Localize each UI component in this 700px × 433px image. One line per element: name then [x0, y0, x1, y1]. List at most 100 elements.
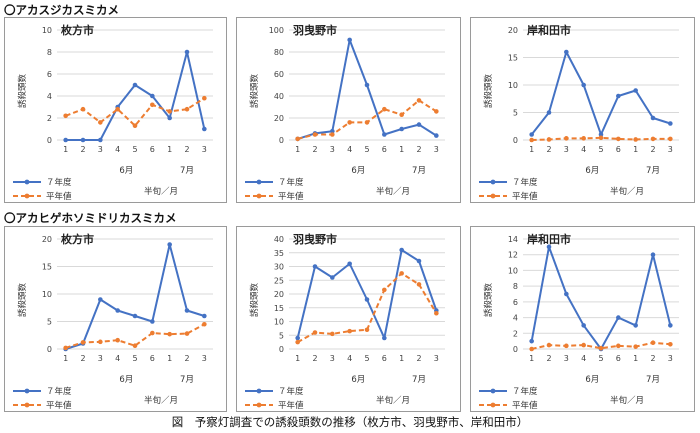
data-point	[616, 93, 621, 99]
data-point	[668, 323, 673, 328]
x-tick-label: 1	[633, 354, 638, 363]
y-tick-label: 30	[274, 263, 284, 272]
data-point	[564, 49, 569, 55]
month-label: 6月	[351, 166, 365, 176]
data-point	[581, 342, 586, 348]
y-tick-label: 14	[508, 235, 518, 244]
legend-label: ７年度	[278, 177, 304, 188]
y-tick-label: 10	[274, 318, 284, 327]
x-tick-label: 4	[347, 145, 352, 154]
series-line-2	[65, 97, 205, 127]
y-axis-title: 誘殺頭数	[17, 74, 28, 109]
y-tick-label: 12	[508, 251, 518, 260]
section-title-1: 〇アカスジカスミカメ	[4, 3, 119, 17]
x-axis-title: 半旬／月	[610, 395, 644, 406]
data-point	[564, 291, 569, 297]
data-point	[202, 95, 207, 101]
x-tick-label: 2	[416, 145, 421, 154]
data-point	[184, 331, 190, 336]
data-point	[115, 337, 120, 343]
legend-label: ７年度	[512, 386, 538, 397]
data-point	[616, 315, 621, 320]
y-axis-title: 誘殺頭数	[249, 74, 260, 109]
data-point	[347, 120, 352, 125]
data-point	[564, 343, 569, 349]
y-tick-label: 6	[513, 298, 518, 307]
y-tick-label: 0	[47, 136, 52, 145]
x-tick-label: 1	[167, 145, 172, 154]
legend-marker	[490, 388, 496, 394]
x-tick-label: 1	[295, 145, 300, 154]
legend-marker	[490, 402, 496, 408]
y-tick-label: 0	[47, 345, 52, 354]
x-tick-label: 6	[616, 145, 621, 154]
month-label: 7月	[180, 166, 194, 176]
x-axis-title: 半旬／月	[144, 186, 178, 197]
y-tick-label: 5	[47, 318, 52, 327]
data-point	[330, 275, 335, 280]
y-tick-label: 5	[513, 109, 518, 118]
y-tick-label: 15	[508, 54, 518, 63]
series-line-1	[530, 51, 671, 136]
data-point	[312, 132, 318, 137]
legend-marker	[256, 179, 262, 185]
x-tick-label: 3	[98, 145, 103, 154]
data-point	[330, 132, 335, 137]
x-tick-label: 2	[184, 145, 189, 154]
data-point	[416, 258, 422, 264]
data-point	[167, 331, 172, 337]
data-point	[650, 252, 656, 258]
legend-marker	[24, 193, 30, 199]
y-tick-label: 10	[42, 26, 52, 35]
data-point	[295, 335, 300, 341]
data-point	[650, 115, 656, 121]
x-tick-label: 2	[546, 354, 551, 363]
x-tick-label: 3	[98, 354, 103, 363]
month-label: 7月	[412, 166, 426, 176]
data-point	[382, 335, 387, 341]
data-point	[529, 346, 534, 352]
x-tick-label: 1	[529, 354, 534, 363]
x-tick-label: 5	[132, 145, 137, 154]
y-tick-label: 60	[274, 70, 284, 79]
month-label: 7月	[412, 375, 426, 385]
y-tick-label: 4	[47, 92, 52, 101]
data-point	[330, 331, 335, 337]
data-point	[132, 82, 138, 88]
data-point	[633, 137, 638, 142]
data-point	[132, 343, 138, 348]
data-point	[581, 323, 586, 328]
x-tick-label: 2	[184, 354, 189, 363]
legend-label: 平年値	[278, 191, 304, 202]
x-tick-label: 5	[598, 354, 603, 363]
data-point	[382, 106, 387, 112]
data-point	[434, 109, 439, 114]
x-tick-label: 5	[598, 145, 603, 154]
x-tick-label: 6	[616, 354, 621, 363]
x-tick-label: 1	[633, 145, 638, 154]
chart-panel-3: 0 5 10 15 20 1 2 3 4 5 6 1 2 3 6月 7月 半旬／月 誘殺頭数 岸和田市 ７年度 平年値	[470, 17, 695, 203]
x-tick-label: 2	[416, 354, 421, 363]
y-tick-label: 10	[508, 266, 518, 275]
y-tick-label: 35	[274, 249, 284, 258]
data-point	[364, 82, 370, 88]
data-point	[63, 345, 68, 351]
data-point	[167, 109, 172, 114]
data-point	[132, 313, 138, 319]
x-tick-label: 1	[529, 145, 534, 154]
x-tick-label: 3	[668, 354, 673, 363]
y-tick-label: 80	[274, 48, 284, 57]
data-point	[115, 106, 120, 112]
y-tick-label: 2	[513, 329, 518, 338]
data-point	[434, 310, 439, 316]
data-point	[399, 247, 404, 253]
y-axis-title: 誘殺頭数	[249, 283, 260, 318]
data-point	[115, 308, 120, 313]
y-tick-label: 8	[513, 282, 518, 291]
data-point	[98, 339, 103, 345]
data-point	[546, 137, 552, 142]
data-point	[546, 342, 552, 348]
data-point	[633, 88, 638, 93]
data-point	[564, 136, 569, 141]
x-tick-label: 3	[564, 145, 569, 154]
